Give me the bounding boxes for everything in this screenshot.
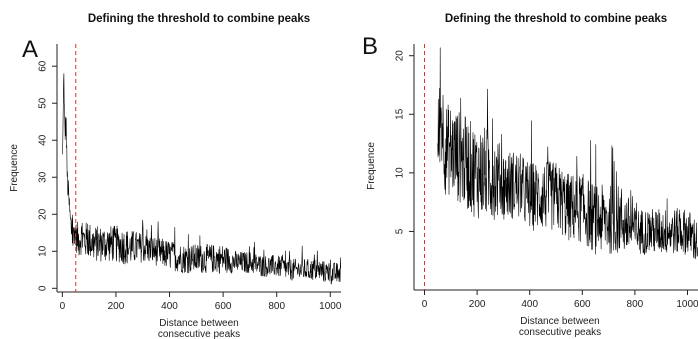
- chart-b-xtick-label: 1000: [676, 299, 698, 310]
- chart-a-xlabel-line1: Distance between: [159, 318, 239, 329]
- chart-b-ytick-label: 15: [395, 108, 406, 120]
- chart-a-xtick-label: 600: [215, 301, 232, 312]
- chart-b-xtick-label: 400: [521, 299, 538, 310]
- chart-b-ylabel: Frequence: [366, 142, 377, 190]
- chart-b-xtick-label: 0: [422, 299, 428, 310]
- chart-a-xtick-label: 200: [108, 301, 125, 312]
- chart-b-xtick-label: 600: [574, 299, 591, 310]
- chart-a-ylabel: Frequence: [9, 144, 20, 192]
- chart-a-series-line: [62, 73, 341, 285]
- chart-a-title: Defining the threshold to combine peaks: [88, 13, 310, 25]
- chart-b-xlabel-line1: Distance between: [520, 316, 600, 327]
- chart-b-ytick-label: 10: [395, 167, 406, 179]
- chart-a-ytick-label: 20: [38, 208, 49, 220]
- chart-a-ytick-label: 10: [38, 245, 49, 257]
- chart-b: Defining the threshold to combine peaks …: [362, 13, 698, 338]
- chart-b-xlabel-line2: consecutive peaks: [519, 327, 601, 338]
- chart-a-xtick-label: 0: [60, 301, 66, 312]
- chart-a-xlabel-line2: consecutive peaks: [158, 329, 240, 339]
- chart-a-ytick-label: 60: [38, 60, 49, 72]
- chart-a-ytick-label: 50: [38, 97, 49, 109]
- chart-a-ytick-label: 0: [38, 285, 49, 291]
- chart-a-xtick-label: 400: [161, 301, 178, 312]
- chart-b-series-line: [437, 47, 698, 260]
- chart-a-ytick-label: 30: [38, 171, 49, 183]
- chart-a-xtick-label: 800: [268, 301, 285, 312]
- chart-a: Defining the threshold to combine peaks …: [9, 13, 342, 339]
- chart-b-ytick-label: 20: [395, 50, 406, 62]
- chart-b-xtick-label: 200: [469, 299, 486, 310]
- chart-b-xtick-label: 800: [627, 299, 644, 310]
- chart-b-title: Defining the threshold to combine peaks: [445, 13, 667, 25]
- chart-a-panel-label: A: [22, 36, 38, 63]
- chart-b-panel-label: B: [362, 33, 378, 60]
- chart-a-xtick-label: 1000: [319, 301, 342, 312]
- chart-b-ytick-label: 5: [395, 228, 406, 234]
- chart-a-ytick-label: 40: [38, 134, 49, 146]
